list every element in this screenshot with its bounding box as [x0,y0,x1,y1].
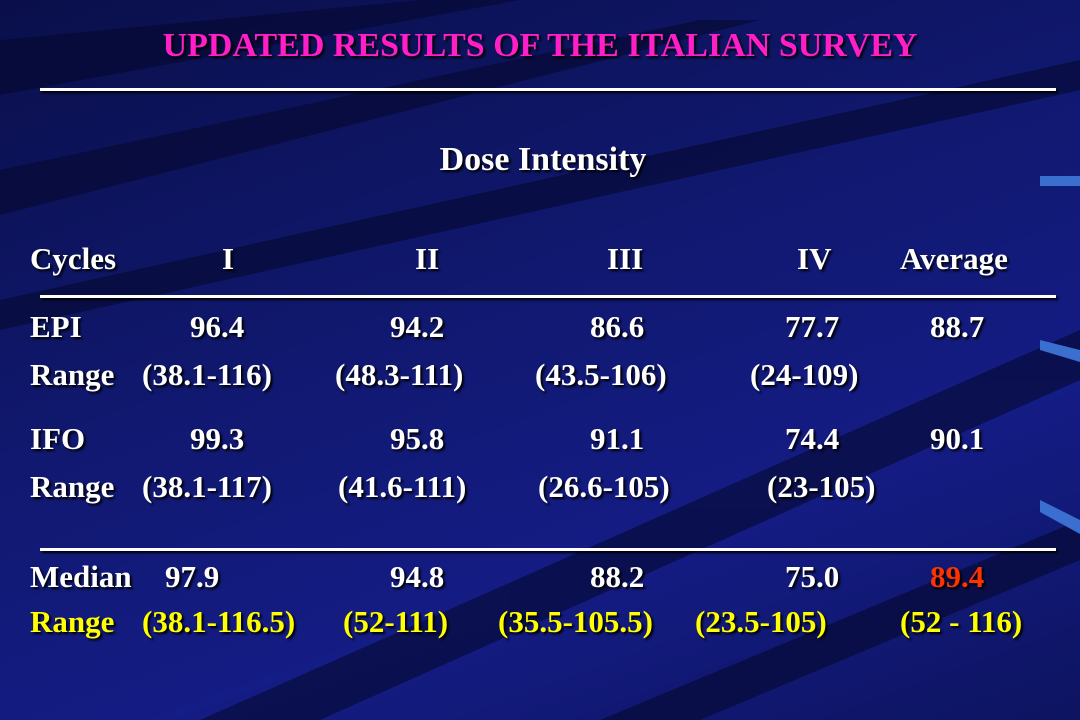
header-cell: II [415,241,440,276]
table-cell: 96.4 [190,309,245,344]
table-cell: (24-109) [750,357,859,392]
row-label: Range [30,469,115,504]
table-cell: 88.7 [930,309,985,344]
divider [40,295,1056,298]
table-cell: 97.9 [165,559,220,594]
table-cell: (38.1-116) [142,357,273,392]
table-cell: 89.4 [930,559,985,594]
title: UPDATED RESULTS OF THE ITALIAN SURVEY [162,27,918,64]
header-cell: IV [797,241,832,276]
header-cell: I [222,241,235,276]
table-cell: 91.1 [590,421,645,456]
row-label: Range [30,604,115,639]
header-cell: III [607,241,644,276]
table-cell: 99.3 [190,421,245,456]
divider [40,88,1056,91]
table-cell: (43.5-106) [535,357,667,392]
table-cell: 75.0 [785,559,840,594]
table-cell: 77.7 [785,309,840,344]
table-cell: (38.1-116.5) [142,604,296,639]
table-cell: (52 - 116) [900,604,1023,639]
row-label: EPI [30,309,82,344]
subtitle: Dose Intensity [439,141,647,178]
row-label: Median [30,559,132,594]
header-cell: Average [900,241,1008,276]
table-cell: (38.1-117) [142,469,273,504]
table-cell: (23-105) [767,469,876,504]
table-cell: (52-111) [343,604,449,639]
table-cell: 88.2 [590,559,645,594]
table-cell: 94.2 [390,309,445,344]
table-cell: 86.6 [590,309,645,344]
divider [40,548,1056,551]
table-cell: 95.8 [390,421,445,456]
row-label: IFO [30,421,86,456]
row-label: Range [30,357,115,392]
table-cell: 74.4 [785,421,840,456]
table-cell: (48.3-111) [335,357,464,392]
table-cell: (26.6-105) [538,469,670,504]
table-cell: 94.8 [390,559,445,594]
table-cell: (41.6-111) [338,469,467,504]
table-cell: (35.5-105.5) [498,604,653,639]
header-cell: Cycles [30,241,117,276]
table-cell: (23.5-105) [695,604,827,639]
table-cell: 90.1 [930,421,985,456]
